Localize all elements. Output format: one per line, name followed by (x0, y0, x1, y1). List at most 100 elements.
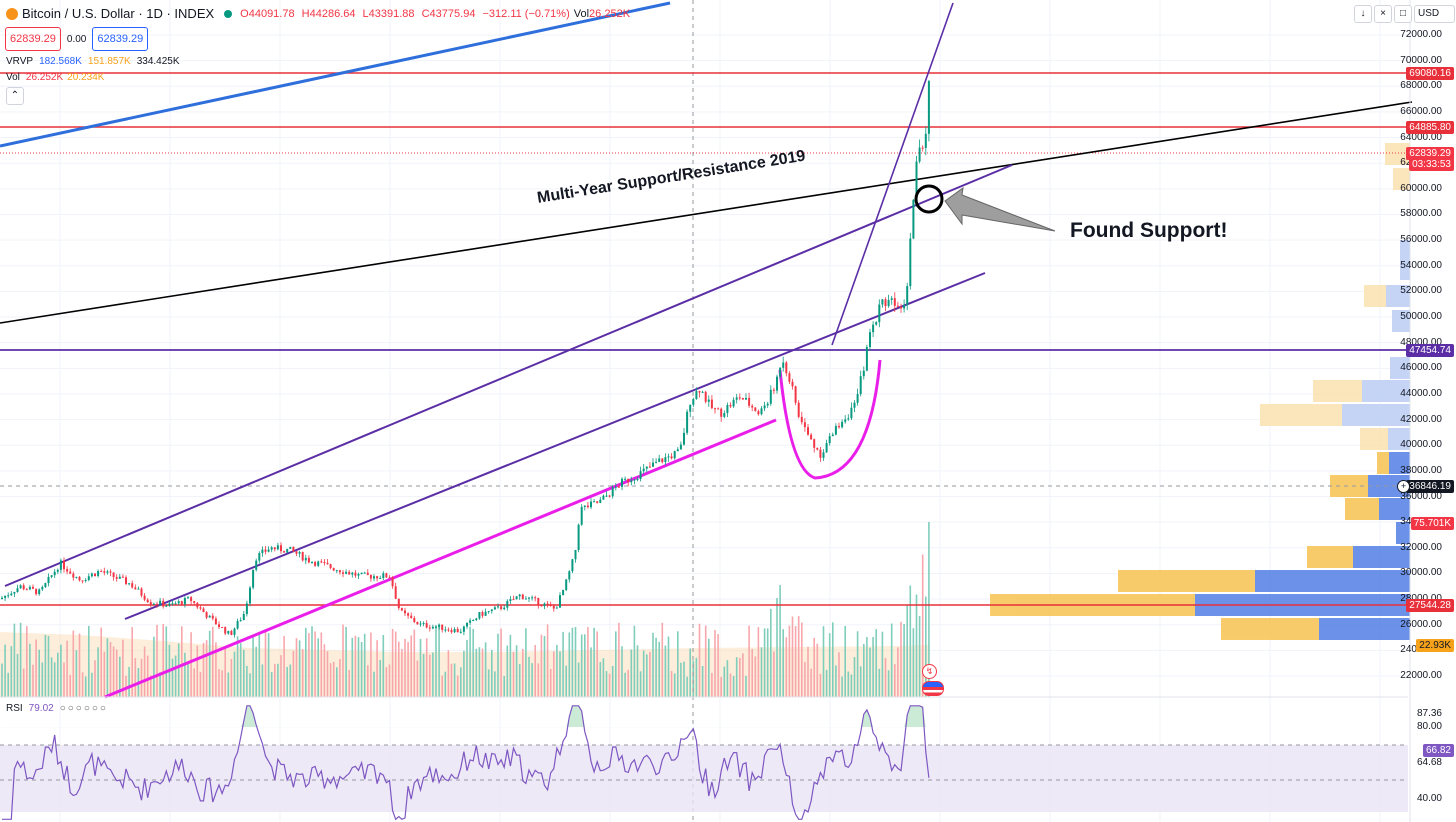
fullscreen-button[interactable]: □ (1394, 5, 1412, 23)
volume-bar (571, 627, 574, 697)
candle-body (819, 449, 822, 458)
candle-body (469, 620, 472, 623)
candle-body (323, 562, 326, 564)
bitcoin-logo-icon (6, 7, 18, 20)
candle-body (183, 597, 186, 605)
candle-body (56, 569, 59, 572)
candle-body (661, 458, 664, 463)
magenta-cup (778, 359, 882, 480)
volume-bar (794, 626, 797, 697)
candle-body (280, 545, 282, 552)
candle-body (400, 608, 403, 611)
volume-bar (286, 666, 288, 697)
candle-body (66, 569, 69, 572)
candle-body (149, 602, 152, 605)
buy-button[interactable]: 62839.29 (92, 27, 149, 51)
candle-body (878, 304, 881, 323)
candle-body (571, 559, 574, 572)
collapse-legend-button[interactable]: ⌃ (6, 87, 24, 105)
candle-body (751, 405, 754, 408)
volume-bar (159, 672, 161, 697)
currency-selector[interactable]: USD (1414, 5, 1455, 23)
volume-bar (413, 629, 416, 697)
volume-bar (549, 668, 552, 697)
candle-body (822, 452, 825, 458)
candle-body (766, 403, 769, 406)
candle-body (28, 586, 31, 590)
candle-body (918, 147, 921, 162)
candle-body (10, 593, 13, 596)
volume-bar (370, 632, 372, 697)
candle-body (881, 299, 884, 305)
candle-body (224, 627, 227, 634)
volume-bar (915, 594, 918, 697)
vp-bar (1330, 475, 1368, 497)
candle-body (376, 576, 379, 579)
candle-body (565, 579, 568, 590)
sell-button[interactable]: 62839.29 (5, 27, 61, 51)
candle-body (521, 594, 524, 600)
volume-bar (773, 651, 775, 697)
candle-body (397, 598, 400, 609)
candle-body (593, 501, 596, 503)
volume-bar (906, 604, 908, 697)
scale-button[interactable]: × (1374, 5, 1392, 23)
volume-bar (236, 636, 239, 697)
candle-body (462, 626, 465, 632)
vol-legend[interactable]: Vol 26.252K 20.234K (6, 72, 104, 83)
symbol-title[interactable]: Bitcoin / U.S. Dollar · 1D · INDEX (22, 6, 215, 21)
candle-body (87, 576, 90, 580)
volume-bar (627, 669, 629, 697)
candle-body (528, 597, 530, 599)
candle-body (686, 411, 689, 433)
candle-body (776, 376, 778, 391)
candle-body (568, 571, 571, 580)
candle-body (143, 595, 146, 600)
volume-bar (435, 625, 437, 697)
volume-bar (608, 673, 611, 697)
candle-body (44, 583, 47, 588)
candle-body (174, 603, 177, 605)
candle-body (425, 623, 428, 628)
volume-bar (804, 661, 806, 697)
volume-bar (841, 676, 843, 697)
crosshair-plus-icon[interactable]: + (1397, 480, 1410, 493)
volume-bar (298, 640, 301, 697)
candle-body (797, 402, 800, 417)
candle-body (94, 573, 96, 577)
vp-bar (1260, 404, 1342, 426)
restore-icon: □ (1399, 8, 1407, 19)
price-axis-label: 70000.00 (1400, 54, 1442, 66)
volume-bar (481, 648, 484, 697)
candle-body (506, 601, 509, 608)
candle-body (298, 552, 301, 554)
candle-body (431, 626, 434, 629)
price-axis-label: 72000.00 (1400, 29, 1442, 40)
rsi-legend[interactable]: RSI 79.02 ○○○○○○ (6, 703, 108, 714)
volume-bar (177, 643, 180, 697)
volume-bar (708, 638, 710, 697)
candle-body (788, 373, 791, 382)
support-circle (914, 184, 944, 214)
event-flag-icon[interactable] (922, 681, 944, 696)
volume-bar (289, 664, 292, 697)
candle-body (807, 427, 809, 435)
vp-bar (1389, 452, 1410, 474)
volume-bar (720, 676, 722, 697)
download-button[interactable]: ↓ (1354, 5, 1372, 23)
candle-body (800, 416, 803, 423)
vrvp-legend[interactable]: VRVP 182.568K 151.857K 334.425K (6, 56, 180, 67)
volume-bar (639, 671, 642, 697)
volume-bar (84, 676, 87, 697)
price-axis-label: 60000.00 (1400, 182, 1442, 194)
volume-bar (518, 664, 521, 697)
price-axis-label: 44000.00 (1400, 387, 1442, 399)
candle-body (292, 546, 295, 552)
volume-bar (230, 658, 233, 697)
volume-bar (509, 634, 512, 697)
event-lightning-icon[interactable]: ↯ (922, 664, 937, 679)
volume-bar (22, 668, 25, 697)
candle-body (121, 576, 124, 578)
volume-bar (630, 649, 633, 697)
